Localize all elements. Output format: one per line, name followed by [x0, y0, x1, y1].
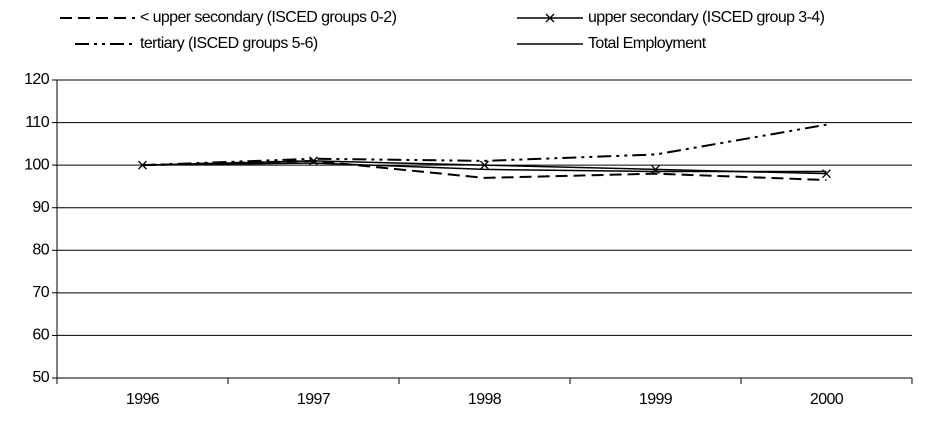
legend-label: tertiary (ISCED groups 5-6) [140, 35, 318, 52]
marker [480, 160, 489, 170]
marker [138, 160, 147, 170]
x-tick-label: 1997 [297, 391, 331, 408]
y-tick-label: 90 [32, 199, 49, 216]
y-tick-label: 80 [32, 242, 49, 259]
y-tick-label: 50 [32, 369, 49, 386]
legend-label: < upper secondary (ISCED groups 0-2) [140, 9, 397, 26]
x-tick-label: 1998 [468, 391, 502, 408]
series-line [142, 123, 827, 167]
series-line [142, 162, 827, 173]
legend-label: Total Employment [588, 35, 707, 52]
y-tick-label: 110 [25, 114, 49, 131]
y-tick-label: 70 [32, 284, 49, 301]
x-tick-label: 1996 [126, 391, 160, 408]
y-tick-label: 120 [24, 71, 50, 88]
y-tick-label: 60 [32, 327, 49, 344]
y-tick-label: 100 [24, 156, 50, 173]
x-tick-label: 2000 [810, 391, 844, 408]
legend-label: upper secondary (ISCED group 3-4) [588, 9, 825, 26]
legend-marker [545, 13, 555, 23]
x-tick-label: 1999 [639, 391, 673, 408]
